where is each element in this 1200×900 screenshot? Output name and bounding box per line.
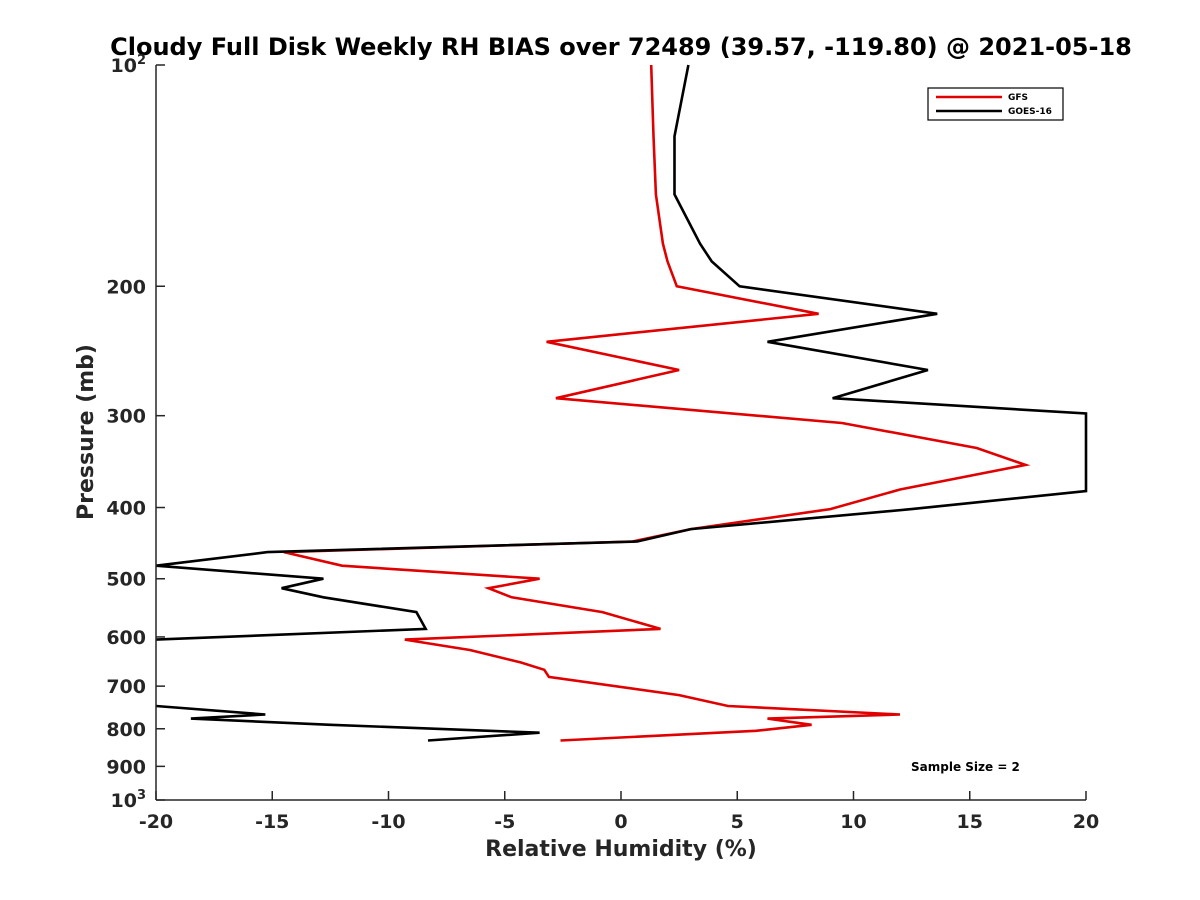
sample-size-note: Sample Size = 2 [911, 760, 1020, 774]
legend-label-goes16: GOES-16 [1008, 107, 1052, 117]
series-layer [155, 64, 1088, 742]
legend-label-gfs: GFS [1008, 93, 1028, 103]
x-tick-label: 15 [957, 811, 983, 833]
x-tick-label: -5 [494, 811, 515, 833]
x-tick-label: 10 [840, 811, 866, 833]
plot-area: -20 -15 -10 -5 0 5 10 15 20 10220030040050060070… [106, 53, 1099, 833]
x-tick-label: 20 [1073, 811, 1099, 833]
y-tick-label: 300 [106, 406, 146, 428]
x-tick-label: 0 [614, 811, 627, 833]
y-axis-title: Pressure (mb) [74, 344, 99, 520]
y-tick-label: 800 [106, 719, 146, 741]
y-tick-label: 900 [106, 756, 146, 778]
y-tick-label: 200 [106, 276, 146, 298]
x-tick-label: -15 [255, 811, 289, 833]
x-tick-label: -20 [139, 811, 173, 833]
series-line-gfs [283, 64, 1031, 742]
x-tick-label: -10 [371, 811, 405, 833]
y-tick-label: 400 [106, 498, 146, 520]
y-tick-label: 700 [106, 676, 146, 698]
legend-box [927, 87, 1064, 121]
y-tick-label: 600 [106, 627, 146, 649]
chart-title: Cloudy Full Disk Weekly RH BIAS over 724… [110, 33, 1132, 61]
x-ticks: -20 -15 -10 -5 0 5 10 15 20 [139, 791, 1099, 833]
x-axis-title: Relative Humidity (%) [485, 837, 757, 862]
y-tick-label: 500 [106, 569, 146, 591]
series-line-goes16 [155, 64, 1088, 742]
x-tick-label: 5 [731, 811, 744, 833]
legend: GFS GOES-16 [927, 87, 1064, 121]
